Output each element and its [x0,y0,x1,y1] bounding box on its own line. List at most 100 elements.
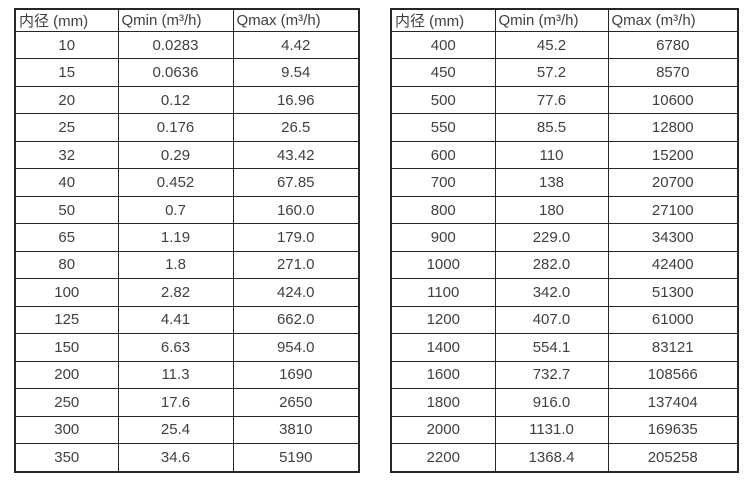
table-cell-diameter: 1400 [390,333,496,362]
table-row: 15 0.0636 9.54 [14,58,360,87]
table-cell-diameter: 2000 [390,415,496,445]
table-row: 25 0.176 26.5 [14,113,360,142]
table-cell-qmax: 5190 [232,443,360,473]
table-cell-diameter: 700 [390,168,496,197]
table-cell-diameter: 32 [14,140,119,170]
table-cell-qmin: 17.6 [117,388,234,417]
table-row: 200 11.3 1690 [14,360,360,390]
table-cell-diameter: 65 [14,223,119,252]
table-cell-qmin: 11.3 [117,360,234,390]
table-cell-qmax: 20700 [607,168,739,197]
table-cell-qmax: 6780 [607,30,739,60]
table-cell-diameter: 450 [390,58,496,87]
table-cell-diameter: 80 [14,250,119,280]
table-cell-diameter: 10 [14,30,119,60]
table-cell-qmin: 180 [494,195,609,225]
table-row: 2000 1131.0 169635 [390,415,739,445]
table-row: 150 6.63 954.0 [14,333,360,362]
table-cell-qmax: 179.0 [232,223,360,252]
table-cell-qmin: 342.0 [494,278,609,307]
table-cell-qmin: 4.41 [117,305,234,335]
table-cell-qmax: 67.85 [232,168,360,197]
table-cell-diameter: 100 [14,278,119,307]
table-cell-qmin: 34.6 [117,443,234,473]
table-cell-qmax: 205258 [607,443,739,473]
table-row: 80 1.8 271.0 [14,250,360,280]
table-cell-qmin: 916.0 [494,388,609,417]
flow-spec-table-small-diameters: 内径 (mm) Qmin (m³/h) Qmax (m³/h) 10 0.0283 4.4… [14,8,360,473]
table-cell-qmax: 662.0 [232,305,360,335]
table-cell-diameter: 300 [14,415,119,445]
table-cell-diameter: 500 [390,85,496,115]
table-cell-qmax: 15200 [607,140,739,170]
table-cell-qmin: 0.452 [117,168,234,197]
table-cell-diameter: 20 [14,85,119,115]
table-row: 50 0.7 160.0 [14,195,360,225]
table-row: 100 2.82 424.0 [14,278,360,307]
table-row: 65 1.19 179.0 [14,223,360,252]
table-cell-diameter: 900 [390,223,496,252]
column-header-qmin: Qmin (m³/h) [494,8,609,32]
table-cell-qmax: 4.42 [232,30,360,60]
table-cell-qmax: 160.0 [232,195,360,225]
table-cell-qmin: 6.63 [117,333,234,362]
table-cell-qmin: 57.2 [494,58,609,87]
table-cell-qmax: 3810 [232,415,360,445]
table-cell-diameter: 200 [14,360,119,390]
table-row: 600 110 15200 [390,140,739,170]
table-row: 800 180 27100 [390,195,739,225]
table-cell-diameter: 2200 [390,443,496,473]
table-cell-diameter: 25 [14,113,119,142]
table-cell-qmax: 51300 [607,278,739,307]
table-cell-qmax: 424.0 [232,278,360,307]
table-cell-diameter: 400 [390,30,496,60]
table-row: 125 4.41 662.0 [14,305,360,335]
table-cell-diameter: 1600 [390,360,496,390]
table-cell-qmax: 43.42 [232,140,360,170]
table-cell-qmin: 0.0283 [117,30,234,60]
table-cell-qmax: 169635 [607,415,739,445]
table-cell-qmin: 110 [494,140,609,170]
table-cell-diameter: 1200 [390,305,496,335]
table-cell-qmin: 1131.0 [494,415,609,445]
column-header-qmin: Qmin (m³/h) [117,8,234,32]
table-cell-diameter: 800 [390,195,496,225]
table-cell-qmin: 0.7 [117,195,234,225]
column-header-qmax: Qmax (m³/h) [607,8,739,32]
table-cell-qmax: 108566 [607,360,739,390]
table-row: 1800 916.0 137404 [390,388,739,417]
table-cell-qmin: 0.12 [117,85,234,115]
table-cell-qmin: 0.176 [117,113,234,142]
table-cell-qmin: 229.0 [494,223,609,252]
header-row: 内径 (mm) Qmin (m³/h) Qmax (m³/h) [390,8,739,32]
table-row: 1000 282.0 42400 [390,250,739,280]
table-cell-qmax: 26.5 [232,113,360,142]
table-cell-diameter: 15 [14,58,119,87]
table-row: 400 45.2 6780 [390,30,739,60]
table-row: 1600 732.7 108566 [390,360,739,390]
table-cell-qmax: 34300 [607,223,739,252]
table-cell-qmax: 2650 [232,388,360,417]
table-cell-qmax: 27100 [607,195,739,225]
table-row: 350 34.6 5190 [14,443,360,473]
table-cell-qmin: 85.5 [494,113,609,142]
table-cell-qmax: 16.96 [232,85,360,115]
table-cell-qmax: 12800 [607,113,739,142]
table-cell-qmax: 1690 [232,360,360,390]
table-row: 700 138 20700 [390,168,739,197]
flow-spec-table-large-diameters: 内径 (mm) Qmin (m³/h) Qmax (m³/h) 400 45.2 6780… [390,8,739,473]
table-row: 40 0.452 67.85 [14,168,360,197]
table-cell-qmax: 9.54 [232,58,360,87]
table-cell-diameter: 40 [14,168,119,197]
table-row: 1100 342.0 51300 [390,278,739,307]
table-row: 1400 554.1 83121 [390,333,739,362]
table-cell-qmin: 1.8 [117,250,234,280]
table-row: 500 77.6 10600 [390,85,739,115]
table-cell-qmin: 1368.4 [494,443,609,473]
column-header-diameter: 内径 (mm) [14,8,119,32]
table-row: 450 57.2 8570 [390,58,739,87]
table-cell-qmax: 42400 [607,250,739,280]
table-cell-diameter: 600 [390,140,496,170]
table-cell-qmin: 0.0636 [117,58,234,87]
table-cell-diameter: 350 [14,443,119,473]
